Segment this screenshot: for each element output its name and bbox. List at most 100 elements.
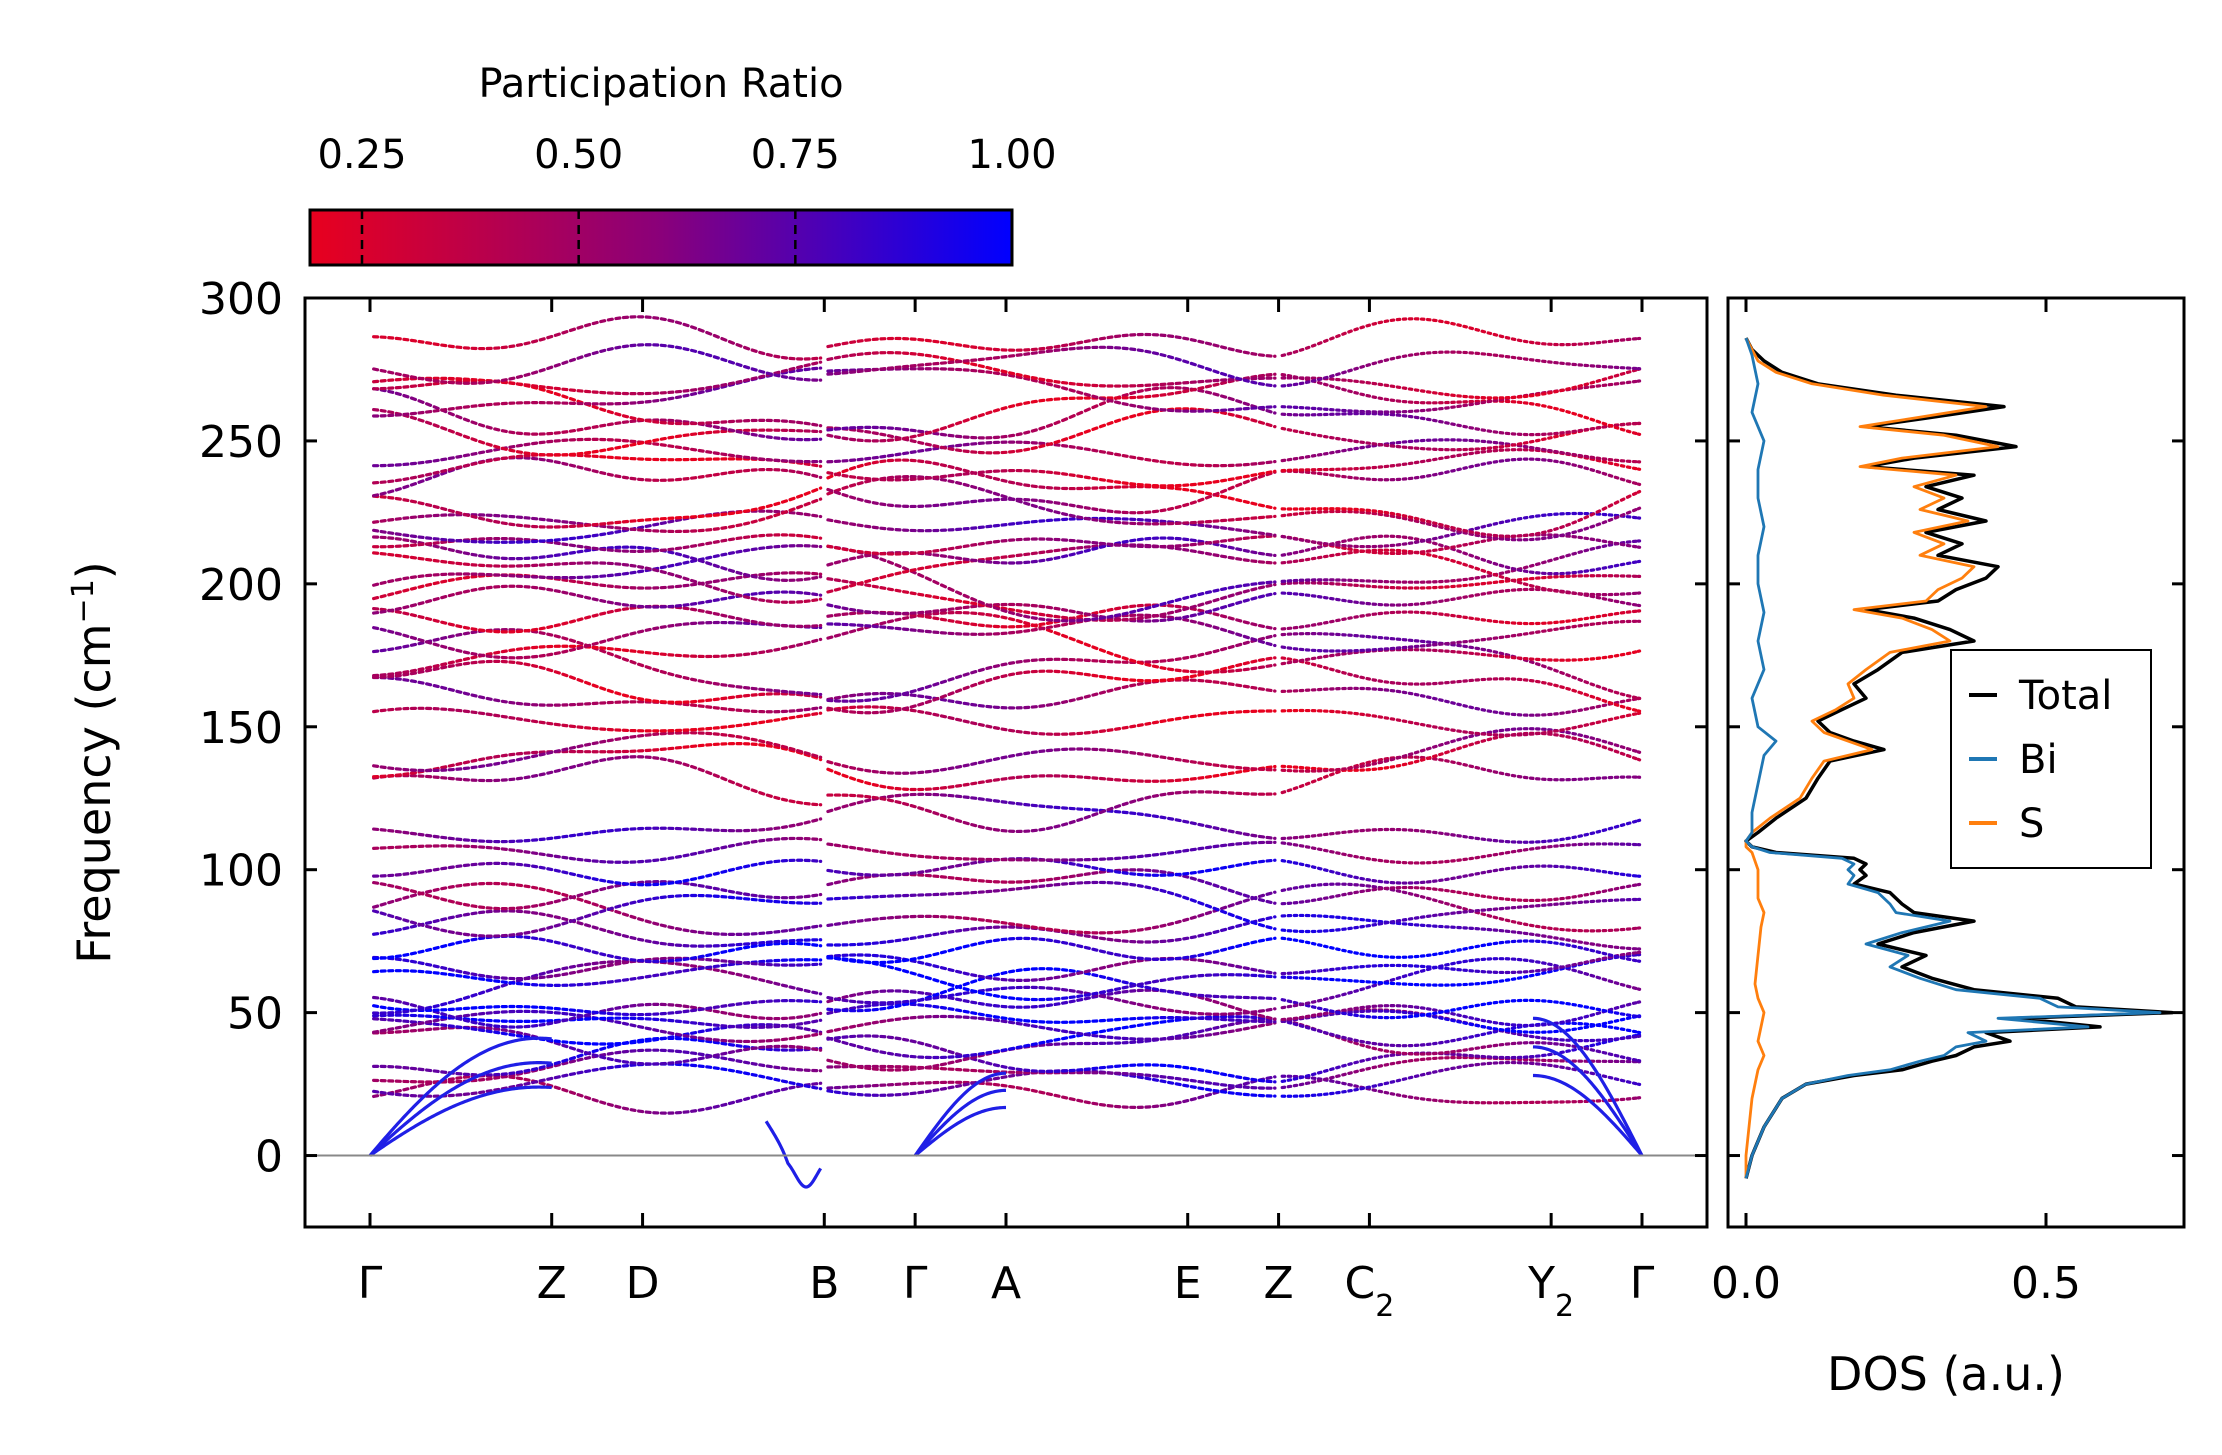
phonon-band-segment — [515, 776, 524, 781]
phonon-band-segment — [1053, 1093, 1061, 1098]
phonon-band-segment — [1589, 705, 1596, 710]
phonon-band-segment — [1106, 1028, 1114, 1032]
phonon-band-segment — [455, 1076, 463, 1080]
phonon-band-segment — [712, 1005, 720, 1010]
phonon-band-segment — [871, 795, 879, 800]
phonon-band-segment — [561, 1018, 569, 1023]
phonon-band-segment — [1250, 895, 1258, 901]
phonon-band-segment — [425, 1019, 433, 1024]
phonon-band-segment — [553, 1063, 561, 1068]
phonon-band-segment — [1227, 912, 1235, 918]
phonon-band-segment — [1068, 819, 1076, 825]
phonon-band-segment — [659, 669, 667, 675]
phonon-band-segment — [1136, 681, 1144, 686]
phonon-band-segment — [379, 911, 387, 916]
phonon-band-segment — [727, 1068, 736, 1073]
phonon-band-segment — [470, 972, 478, 977]
phonon-band-segment — [947, 948, 955, 953]
phonon-band-segment — [1425, 1071, 1432, 1076]
phonon-band-segment — [568, 638, 577, 643]
phonon-band-segment — [1083, 934, 1091, 939]
phonon-band-segment — [1151, 925, 1160, 930]
phonon-band-segment — [1015, 671, 1023, 676]
phonon-band-segment — [1323, 665, 1329, 670]
phonon-band-segment — [1106, 996, 1114, 1001]
phonon-band-segment — [485, 974, 493, 979]
phonon-band-segment — [1167, 890, 1175, 896]
phonon-band-segment — [1619, 714, 1626, 719]
phonon-band-segment — [1212, 929, 1220, 935]
phonon-band-segment — [894, 938, 902, 943]
phonon-band-segment — [750, 862, 758, 867]
phonon-band-segment — [379, 902, 387, 907]
phonon-band-segment — [621, 693, 630, 698]
phonon-band-segment — [1601, 977, 1608, 982]
phonon-band-segment — [909, 936, 917, 941]
phonon-band-segment — [932, 1063, 940, 1068]
phonon-band-segment — [1136, 958, 1144, 963]
phonon-band-segment — [523, 884, 531, 889]
phonon-band-segment — [546, 1063, 554, 1068]
phonon-band-segment — [402, 644, 410, 649]
phonon-band-segment — [455, 864, 463, 869]
phonon-band-segment — [674, 880, 683, 884]
phonon-band-segment — [470, 1020, 478, 1025]
phonon-band-segment — [879, 1050, 887, 1055]
phonon-band-segment — [720, 869, 728, 874]
phonon-band-segment — [1547, 962, 1553, 967]
phonon-band-segment — [841, 1026, 849, 1031]
phonon-band-segment — [478, 757, 486, 762]
phonon-band-segment — [773, 981, 781, 986]
phonon-band-segment — [584, 1012, 592, 1017]
phonon-band-segment — [1371, 759, 1378, 763]
phonon-band-segment — [1197, 761, 1205, 765]
phonon-band-segment — [841, 998, 849, 1003]
phonon-band-segment — [500, 714, 508, 719]
phonon-band-segment — [1083, 992, 1091, 997]
phonon-band-segment — [599, 1053, 607, 1057]
phonon-band-segment — [826, 955, 834, 960]
phonon-band-segment — [773, 826, 781, 831]
phonon-band-segment — [1265, 688, 1273, 693]
phonon-band-segment — [614, 881, 622, 885]
phonon-band-segment — [447, 885, 455, 889]
phonon-band-segment — [462, 1018, 471, 1023]
phonon-band-segment — [1265, 1022, 1273, 1027]
phonon-band-segment — [705, 848, 713, 853]
phonon-band-segment — [1008, 753, 1016, 758]
phonon-band-segment — [1438, 752, 1444, 757]
phonon-band-segment — [864, 781, 872, 786]
phonon-band-segment — [720, 888, 728, 893]
phonon-band-segment — [720, 1041, 728, 1046]
phonon-band-segment — [1335, 994, 1341, 998]
phonon-band-segment — [561, 1073, 569, 1078]
phonon-band-segment — [932, 811, 940, 816]
phonon-band-segment — [697, 850, 705, 855]
phonon-band-segment — [379, 1005, 387, 1010]
phonon-band-segment — [970, 989, 978, 994]
phonon-band-segment — [1212, 1088, 1220, 1093]
phonon-band-segment — [992, 778, 1001, 782]
phonon-band-segment — [947, 1007, 955, 1011]
phonon-band-segment — [470, 993, 478, 998]
phonon-band-segment — [447, 899, 455, 904]
phonon-band-segment — [500, 1028, 508, 1033]
phonon-band-segment — [1242, 832, 1250, 837]
phonon-band-segment — [561, 966, 569, 971]
phonon-band-segment — [561, 1087, 569, 1093]
phonon-band-segment — [417, 1021, 425, 1026]
phonon-band-segment — [1106, 806, 1114, 812]
phonon-band-segment — [1450, 760, 1456, 765]
phonon-band-segment — [1304, 781, 1311, 786]
phonon-band-segment — [1220, 647, 1228, 652]
phonon-band-segment — [894, 1036, 902, 1041]
phonon-band-segment — [561, 892, 569, 898]
phonon-band-segment — [1631, 986, 1638, 991]
phonon-band-segment — [523, 1032, 531, 1037]
phonon-band-segment — [402, 672, 410, 677]
phonon-band-segment — [1316, 1029, 1323, 1034]
phonon-band-segment — [1468, 764, 1475, 769]
phonon-band-segment — [690, 882, 698, 887]
phonon-band-segment — [387, 913, 395, 919]
phonon-band-segment — [985, 992, 993, 997]
